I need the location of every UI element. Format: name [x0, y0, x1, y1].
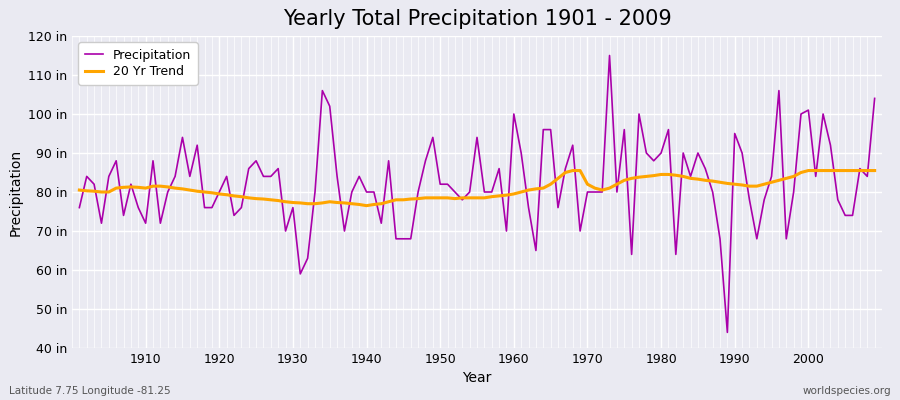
20 Yr Trend — [339, 200, 350, 205]
Precipitation — [133, 205, 144, 210]
Precipitation — [74, 205, 85, 210]
20 Yr Trend — [361, 203, 372, 208]
Precipitation — [295, 272, 306, 276]
Precipitation — [501, 229, 512, 234]
Text: Latitude 7.75 Longitude -81.25: Latitude 7.75 Longitude -81.25 — [9, 386, 171, 396]
Line: 20 Yr Trend: 20 Yr Trend — [79, 170, 875, 206]
Legend: Precipitation, 20 Yr Trend: Precipitation, 20 Yr Trend — [78, 42, 198, 84]
20 Yr Trend — [295, 200, 306, 205]
Text: worldspecies.org: worldspecies.org — [803, 386, 891, 396]
Precipitation — [604, 53, 615, 58]
Precipitation — [508, 112, 519, 116]
Precipitation — [597, 190, 608, 194]
20 Yr Trend — [516, 190, 526, 194]
20 Yr Trend — [74, 188, 85, 192]
Line: Precipitation: Precipitation — [79, 56, 875, 332]
20 Yr Trend — [567, 168, 578, 173]
Precipitation — [722, 330, 733, 335]
X-axis label: Year: Year — [463, 372, 491, 386]
Precipitation — [869, 96, 880, 101]
Y-axis label: Precipitation: Precipitation — [8, 148, 22, 236]
20 Yr Trend — [611, 182, 622, 186]
20 Yr Trend — [508, 192, 519, 196]
20 Yr Trend — [133, 185, 144, 190]
20 Yr Trend — [869, 168, 880, 173]
Precipitation — [339, 229, 350, 234]
Title: Yearly Total Precipitation 1901 - 2009: Yearly Total Precipitation 1901 - 2009 — [283, 9, 671, 29]
